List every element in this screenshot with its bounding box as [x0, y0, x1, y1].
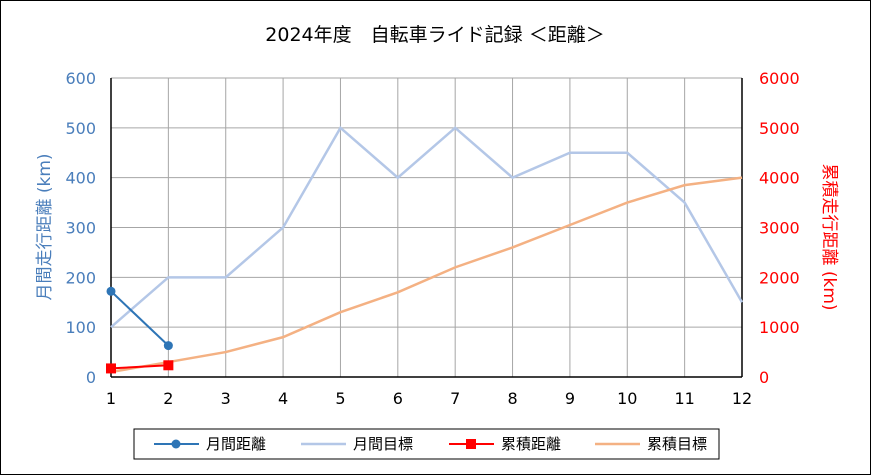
data-point	[106, 286, 116, 296]
y-tick-label-left: 100	[65, 318, 96, 337]
x-tick-label: 5	[335, 389, 345, 408]
y-tick-label-right: 2000	[759, 268, 800, 287]
y-tick-label-right: 3000	[759, 219, 800, 238]
y-axis-label-left: 月間走行距離 (km)	[35, 153, 55, 300]
x-tick-label: 1	[106, 389, 116, 408]
x-tick-label: 3	[221, 389, 231, 408]
x-tick-label: 4	[278, 389, 288, 408]
series-line	[110, 125, 744, 329]
y-tick-label-right: 1000	[759, 318, 800, 337]
tick-labels: 0100200300400500600010002000300040005000…	[65, 69, 799, 408]
x-tick-label: 12	[732, 389, 752, 408]
data-point	[163, 360, 174, 371]
y-tick-label-left: 600	[65, 69, 96, 88]
x-tick-label: 11	[674, 389, 694, 408]
y-tick-label-left: 500	[65, 119, 96, 138]
y-axis-label-right: 累積走行距離 (km)	[819, 163, 839, 310]
series-layer	[106, 125, 744, 374]
x-tick-label: 7	[450, 389, 460, 408]
data-point	[163, 341, 173, 351]
x-tick-label: 2	[163, 389, 173, 408]
x-tick-label: 6	[393, 389, 403, 408]
y-tick-label-left: 200	[65, 268, 96, 287]
data-point	[106, 363, 116, 374]
y-tick-label-left: 400	[65, 169, 96, 188]
legend-marker	[171, 439, 181, 449]
legend: 月間距離 月間目標 累積距離 累積目標	[133, 428, 720, 460]
y-tick-label-left: 300	[65, 219, 96, 238]
y-tick-label-right: 6000	[759, 69, 800, 88]
legend-label: 月間距離	[206, 435, 266, 453]
y-tick-label-right: 4000	[759, 169, 800, 188]
series-line	[110, 176, 743, 374]
y-tick-label-left: 0	[86, 368, 96, 387]
legend-label: 累積距離	[501, 435, 561, 453]
legend-label: 月間目標	[353, 435, 413, 453]
x-tick-label: 10	[617, 389, 637, 408]
y-tick-label-right: 0	[759, 368, 769, 387]
chart-title: 2024年度 自転車ライド記録 ＜距離＞	[265, 24, 604, 46]
series-line	[110, 364, 169, 370]
x-tick-label: 9	[565, 389, 575, 408]
axis-labels: 月間走行距離 (km) 累積走行距離 (km)	[35, 153, 839, 310]
grid	[110, 77, 743, 378]
y-tick-label-right: 5000	[759, 119, 800, 138]
x-tick-label: 8	[507, 389, 517, 408]
legend-marker	[466, 439, 476, 449]
series-line	[110, 290, 170, 347]
legend-label: 累積目標	[647, 435, 707, 453]
